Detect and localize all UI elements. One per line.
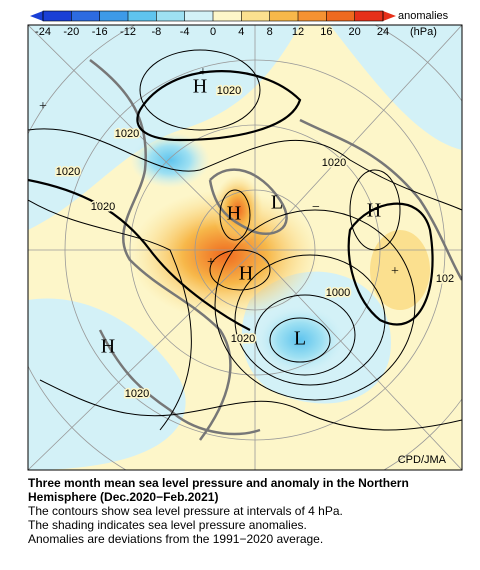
colorbar-segment — [269, 11, 298, 21]
pressure-center: H — [367, 200, 381, 222]
colorbar-segment — [298, 11, 327, 21]
colorbar-tick-label: -12 — [120, 26, 136, 38]
map — [28, 25, 462, 470]
credit: CPD/JMA — [398, 454, 447, 466]
colorbar-tick-label: 20 — [349, 26, 361, 38]
isobar-1020 — [28, 70, 434, 331]
colorbar-segment — [156, 11, 185, 21]
colorbar-segment — [326, 11, 355, 21]
colorbar-segment — [354, 11, 383, 21]
colorbar-tick-label: -20 — [63, 26, 79, 38]
colorbar-tick-label: -8 — [151, 26, 161, 38]
contour-label: 1000 — [326, 287, 350, 299]
shade — [370, 230, 430, 310]
pressure-center: H — [101, 336, 115, 358]
pressure-center: + — [207, 255, 215, 270]
colorbar-label: anomalies — [398, 10, 449, 22]
caption-line: The shading indicates sea level pressure… — [28, 518, 307, 532]
colorbar-segment — [43, 11, 72, 21]
shade — [255, 305, 345, 375]
colorbar-tick-label: 12 — [292, 26, 304, 38]
colorbar-tick-label: -24 — [35, 26, 51, 38]
pressure-center: L — [271, 192, 283, 214]
shade — [330, 25, 462, 150]
map-frame — [27, 24, 463, 471]
colorbar-extension — [383, 11, 396, 21]
shade — [213, 175, 263, 245]
caption-line: Anomalies are deviations from the 1991−2… — [28, 532, 324, 546]
colorbar-unit: (hPa) — [410, 26, 437, 38]
colorbar-extension — [30, 11, 43, 21]
colorbar-tick-label: 4 — [238, 26, 244, 38]
contour-label: 1020 — [125, 388, 149, 400]
colorbar-tick-label: 16 — [320, 26, 332, 38]
contour-label: 1020 — [217, 85, 241, 97]
pressure-center: L — [294, 328, 306, 350]
colorbar-tick-label: 24 — [377, 26, 389, 38]
caption: Three month mean sea level pressure and … — [28, 476, 478, 546]
colorbar-tick-label: 8 — [267, 26, 273, 38]
coastline — [89, 59, 462, 441]
pressure-center: H — [227, 203, 241, 225]
colorbar-tick-label: -16 — [92, 26, 108, 38]
caption-line: The contours show sea level pressure at … — [28, 504, 343, 518]
contour-label: 1020 — [115, 128, 139, 140]
pressure-center: + — [199, 65, 207, 80]
colorbar-segment — [128, 11, 157, 21]
pressure-center: + — [39, 99, 47, 114]
shade — [28, 298, 186, 470]
caption-title: Three month mean sea level pressure and … — [28, 476, 409, 504]
pressure-center: H — [193, 76, 207, 98]
contour-label: 1020 — [231, 333, 255, 345]
colorbar-segment — [241, 11, 270, 21]
colorbar-segment — [184, 11, 213, 21]
colorbar-tick-label: 0 — [210, 26, 216, 38]
shade — [28, 25, 300, 230]
graticule — [28, 25, 462, 470]
colorbar-segment — [213, 11, 242, 21]
colorbar-segment — [99, 11, 128, 21]
contour-label: 102 — [436, 273, 454, 285]
pressure-center: H — [239, 263, 253, 285]
colorbar-tick-label: -4 — [180, 26, 190, 38]
figure: anomalies (hPa) CPD/JMA -24 -20 -16 -12 -8 -4… — [27, 10, 463, 471]
pressure-center: + — [391, 264, 399, 279]
isobars — [28, 49, 462, 431]
contour-label: 1020 — [91, 201, 115, 213]
pressure-center: − — [312, 200, 320, 215]
colorbar-segment — [71, 11, 100, 21]
contour-label: 1020 — [56, 166, 80, 178]
shade — [130, 190, 320, 320]
contour-label: 1020 — [322, 157, 346, 169]
